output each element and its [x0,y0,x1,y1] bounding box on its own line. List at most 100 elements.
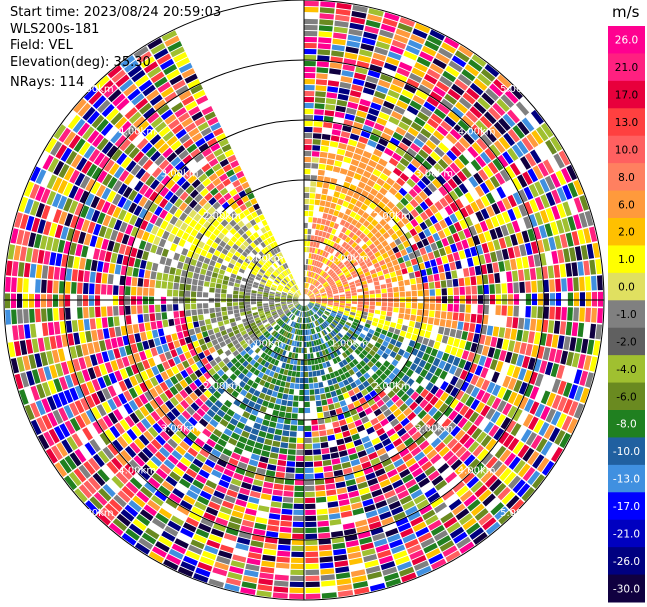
range-gate [314,358,319,365]
range-gate [263,338,269,345]
range-gate [157,419,168,430]
range-gate [52,393,63,409]
range-gate [83,295,89,307]
range-gate [108,372,118,384]
range-gate [363,294,370,298]
range-gate [371,335,379,342]
range-gate [522,330,529,343]
range-gate [290,334,295,340]
range-gate [208,368,216,376]
range-gate [355,167,365,175]
range-gate [591,275,597,291]
range-gate [454,141,466,153]
range-gate [168,422,179,433]
range-gate [199,394,208,403]
range-gate [366,385,374,393]
range-gate [192,458,204,468]
range-gate [227,310,234,315]
range-gate [261,219,268,227]
range-gate [241,581,257,590]
range-gate [76,157,88,171]
range-gate [346,145,356,153]
range-gate [269,275,275,281]
range-gate [298,290,302,295]
range-gate [329,262,335,269]
range-gate [418,359,427,368]
range-gate [313,280,318,286]
range-gate [348,369,355,376]
range-gate [305,569,320,576]
range-gate [353,72,367,81]
range-gate [47,308,53,322]
range-gate [107,65,123,79]
range-gate [343,334,350,340]
range-gate [226,361,234,369]
range-gate [270,378,277,385]
range-gate [315,320,320,326]
range-gate [287,297,293,299]
range-gate [557,249,565,264]
range-gate [179,379,188,389]
range-gate [415,277,422,284]
range-gate [233,286,240,291]
range-gate [260,241,267,248]
range-gate [458,154,470,166]
range-gate [187,322,194,330]
range-gate [271,330,277,336]
range-gate [216,153,227,162]
range-gate [333,304,339,307]
range-gate [517,174,528,188]
range-gate [95,272,102,284]
range-gate [244,248,251,255]
range-gate [352,78,365,86]
range-gate [351,226,359,234]
range-gate [413,494,427,505]
range-gate [315,364,320,371]
range-gate [289,382,295,389]
range-gate [463,454,476,467]
range-gate [513,341,521,354]
range-gate [315,79,328,86]
range-gate [189,392,199,401]
range-gate [533,226,542,240]
range-gate [253,422,262,430]
range-gate [185,517,199,528]
range-gate [304,6,319,13]
range-gate [527,228,536,242]
range-gate [340,455,350,463]
range-gate [305,311,307,317]
range-gate [335,14,350,22]
range-gate [503,434,515,448]
range-gate [429,365,437,374]
range-gate [500,417,512,430]
range-gate [504,351,513,364]
range-gate [157,328,165,337]
range-gate [164,212,173,222]
colorbar-swatch [608,437,645,466]
range-gate [263,303,269,306]
range-gate [507,305,513,317]
range-gate [304,204,309,211]
range-gate [304,389,310,396]
range-gate [266,525,279,532]
range-gate [311,259,315,266]
range-gate [405,368,414,378]
range-gate [326,334,331,340]
range-gate [260,366,267,374]
range-gate [336,487,348,495]
range-gate [306,305,310,310]
range-gate [238,302,245,306]
range-gate [331,337,337,344]
range-gate [393,286,399,293]
range-gate [321,330,326,336]
range-gate [381,306,387,311]
range-gate [381,458,393,467]
range-gate [394,72,408,83]
range-gate [344,349,351,356]
range-gate [256,467,266,475]
range-gate [53,280,59,294]
range-gate [197,285,203,292]
range-gate [438,403,449,414]
range-gate [512,479,526,494]
range-gate [317,284,322,289]
